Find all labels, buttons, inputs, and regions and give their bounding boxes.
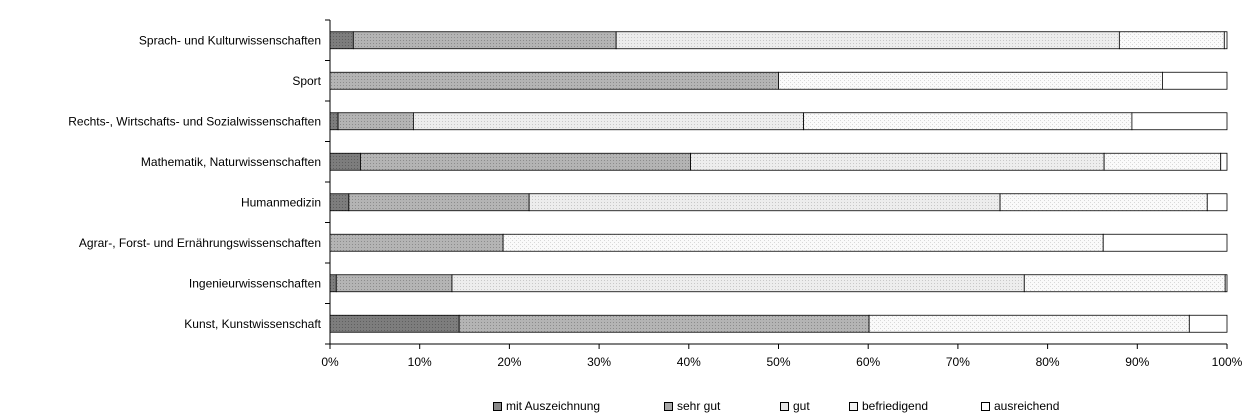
category-labels: Sprach- und Kulturwissenschaften Sport Rec… xyxy=(68,33,321,331)
bar-segment-gut xyxy=(690,152,1105,171)
legend-label: befriedigend xyxy=(862,399,929,413)
bar-segment-gut xyxy=(528,193,1001,212)
bar-segment-befriedigend xyxy=(1103,152,1222,171)
legend-label: mit Auszeichnung xyxy=(506,399,601,413)
bar-segment-mit-auszeichnung xyxy=(329,193,350,212)
bar-segment-gut xyxy=(615,31,1120,50)
chart-bars xyxy=(329,31,1228,333)
legend-swatch xyxy=(780,401,789,411)
bar-segment-sehr-gut xyxy=(458,314,870,333)
bar-segment-ausreichend xyxy=(1224,274,1228,293)
legend-item-befriedigend: befriedigend xyxy=(849,399,928,413)
legend-item-gut: gut xyxy=(780,399,810,413)
legend-swatch xyxy=(849,401,858,411)
bar-segment-mit-auszeichnung xyxy=(329,152,361,171)
legend-item-mit-auszeichnung: mit Auszeichnung xyxy=(493,399,600,413)
bar-segment-sehr-gut xyxy=(329,233,504,252)
legend-item-sehr-gut: sehr gut xyxy=(664,399,720,413)
legend-swatch xyxy=(664,401,673,411)
x-tick-label: 90% xyxy=(1125,355,1149,369)
bar-segment-mit-auszeichnung xyxy=(329,112,339,131)
bar-segment-befriedigend xyxy=(1118,31,1225,50)
x-tick-label: 40% xyxy=(677,355,701,369)
bar-segment-befriedigend xyxy=(999,193,1208,212)
category-label: Humanmedizin xyxy=(241,195,321,209)
x-tick-label: 30% xyxy=(587,355,611,369)
x-tick-label: 100% xyxy=(1212,355,1243,369)
bar-segment-sehr-gut xyxy=(335,274,453,293)
bar-segment-sehr-gut xyxy=(329,71,779,90)
bar-segment-ausreichend xyxy=(1188,314,1228,333)
legend-label: sehr gut xyxy=(677,399,721,413)
bar-segment-sehr-gut xyxy=(337,112,414,131)
bar-segment-mit-auszeichnung xyxy=(329,314,460,333)
legend-swatch xyxy=(981,401,990,411)
category-label: Sport xyxy=(292,74,321,88)
bar-segment-ausreichend xyxy=(1131,112,1228,131)
x-tick-label: 50% xyxy=(766,355,790,369)
legend-label: ausreichend xyxy=(994,399,1060,413)
x-tick-label: 20% xyxy=(497,355,521,369)
bar-segment-gut xyxy=(413,112,805,131)
x-tick-label: 0% xyxy=(321,355,339,369)
bar-segment-mit-auszeichnung xyxy=(329,274,337,293)
bar-segment-befriedigend xyxy=(502,233,1104,252)
legend-label: gut xyxy=(793,399,810,413)
bar-segment-ausreichend xyxy=(1220,152,1228,171)
bar-segment-sehr-gut xyxy=(360,152,691,171)
bar-segment-gut xyxy=(451,274,1025,293)
legend: mit Auszeichnung sehr gut gut befriedigend a… xyxy=(0,399,1257,417)
x-tick-label: 60% xyxy=(856,355,880,369)
bar-segment-befriedigend xyxy=(803,112,1133,131)
legend-swatch xyxy=(493,401,502,411)
category-label: Rechts-, Wirtschafts- und Sozialwissensc… xyxy=(68,114,321,128)
x-tick-label: 80% xyxy=(1036,355,1060,369)
x-tick-label: 10% xyxy=(408,355,432,369)
category-label: Ingenieurwissenschaften xyxy=(189,276,321,290)
category-label: Sprach- und Kulturwissenschaften xyxy=(139,33,321,47)
bar-segment-ausreichend xyxy=(1102,233,1228,252)
category-label: Agrar-, Forst- und Ernährungswissenschaf… xyxy=(79,236,321,250)
bar-segment-ausreichend xyxy=(1206,193,1228,212)
x-tick-labels: 0% 10% 20% 30% 40% 50% 60% 70% 80% 90% 100% xyxy=(321,355,1242,369)
bar-segment-befriedigend xyxy=(868,314,1190,333)
x-tick-label: 70% xyxy=(946,355,970,369)
bar-segment-befriedigend xyxy=(778,71,1163,90)
category-label: Mathematik, Naturwissenschaften xyxy=(141,155,321,169)
bar-segment-ausreichend xyxy=(1223,31,1228,50)
bar-segment-ausreichend xyxy=(1162,71,1228,90)
bar-segment-mit-auszeichnung xyxy=(329,31,354,50)
bar-segment-sehr-gut xyxy=(348,193,530,212)
bar-segment-befriedigend xyxy=(1023,274,1226,293)
legend-item-ausreichend: ausreichend xyxy=(981,399,1059,413)
chart-axes xyxy=(325,19,1228,349)
bar-segment-sehr-gut xyxy=(352,31,617,50)
stacked-bar-chart: Sprach- und Kulturwissenschaften Sport Rec… xyxy=(68,19,1243,369)
category-label: Kunst, Kunstwissenschaft xyxy=(184,317,321,331)
